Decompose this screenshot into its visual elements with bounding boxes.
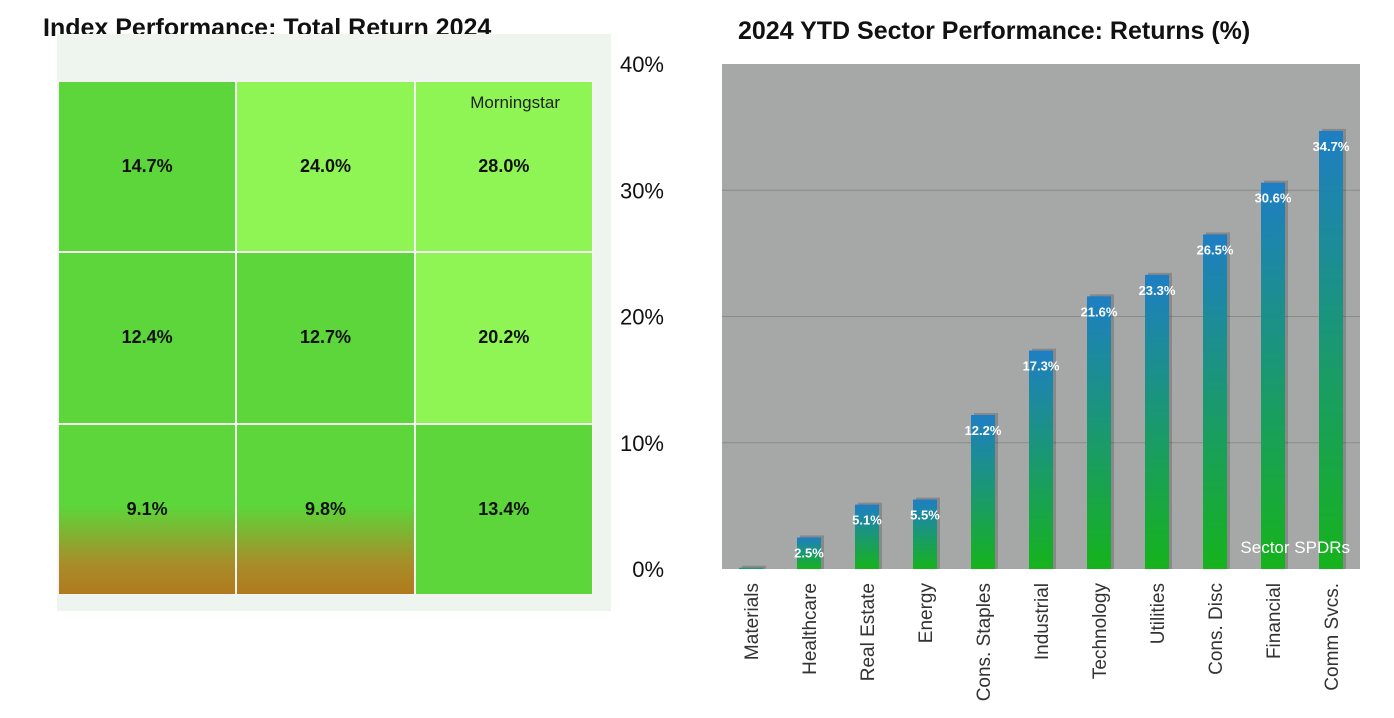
index-cell-value: 12.4% [121, 327, 173, 348]
index-cell-value: 13.4% [478, 498, 530, 519]
index-cell: 12.4% [59, 253, 236, 423]
data-label: 34.7% [1313, 139, 1350, 154]
y-tick-label: 30% [620, 178, 664, 203]
bar [971, 414, 995, 569]
data-label: 30.6% [1255, 191, 1292, 206]
y-tick-label: 40% [620, 52, 664, 77]
index-cell: 12.7% [237, 253, 414, 423]
sector-chart-title: 2024 YTD Sector Performance: Returns (%) [738, 17, 1251, 45]
category-label: Real Estate [858, 583, 879, 681]
data-label: 17.3% [1023, 359, 1060, 374]
category-label: Materials [742, 583, 763, 660]
category-label: Cons. Staples [974, 583, 995, 701]
index-cell-value: 14.7% [121, 156, 173, 177]
bar-shadow [742, 565, 766, 569]
category-label: Energy [916, 583, 937, 644]
index-cell: 24.0% [237, 82, 414, 252]
index-cell-value: 28.0% [478, 156, 530, 177]
data-label: 23.3% [1139, 283, 1176, 298]
y-tick-label: 20% [620, 305, 664, 330]
category-label: Healthcare [800, 583, 821, 675]
category-label: Comm Svcs. [1322, 583, 1343, 691]
data-label: 26.5% [1197, 242, 1234, 257]
data-label: 5.1% [852, 513, 882, 528]
data-label: 5.5% [910, 508, 940, 523]
category-label: Cons. Disc [1206, 583, 1227, 675]
bar [1087, 296, 1111, 569]
index-cell-value: 20.2% [478, 327, 530, 348]
bar [1203, 234, 1227, 569]
data-label: 21.6% [1081, 304, 1118, 319]
bar [1029, 350, 1053, 569]
index-cell: 9.1% [59, 424, 236, 594]
index-cell-value: 9.1% [126, 498, 168, 519]
category-label: Utilities [1148, 583, 1169, 644]
index-cell-value: 9.8% [304, 498, 346, 519]
sector-bar-chart: 0% 10% 20% 30% 40% 0.1%Materials 2.5% Healthcar… [620, 52, 1360, 701]
index-cell: 9.8% [237, 424, 414, 594]
category-label: Technology [1090, 583, 1111, 680]
data-label: 2.5% [794, 545, 824, 560]
bar [1319, 130, 1343, 569]
bar [855, 504, 879, 569]
y-tick-label: 10% [620, 431, 664, 456]
data-label: 0.1% [736, 576, 766, 591]
index-return-grid: 14.7% 24.0% 28.0% Morningstar 12.4% 12.7% 20.2… [57, 80, 594, 596]
index-cell: 13.4% [415, 424, 592, 594]
bar [797, 537, 821, 569]
bar [739, 567, 763, 569]
bar [1261, 182, 1285, 570]
chart-source-label: Sector SPDRs [1240, 538, 1350, 557]
index-cell-value: 12.7% [299, 327, 352, 348]
category-label: Industrial [1032, 583, 1053, 660]
data-label: 12.2% [965, 423, 1002, 438]
category-label: Financial [1264, 583, 1285, 659]
index-cell: 28.0% Morningstar [415, 82, 592, 252]
y-tick-label: 0% [632, 557, 664, 582]
bar [913, 499, 937, 569]
index-cell: 20.2% [415, 253, 592, 423]
bar [1145, 274, 1169, 569]
source-label: Morningstar [470, 93, 560, 112]
index-cell: 14.7% [59, 82, 236, 252]
index-cell-value: 24.0% [299, 156, 352, 177]
